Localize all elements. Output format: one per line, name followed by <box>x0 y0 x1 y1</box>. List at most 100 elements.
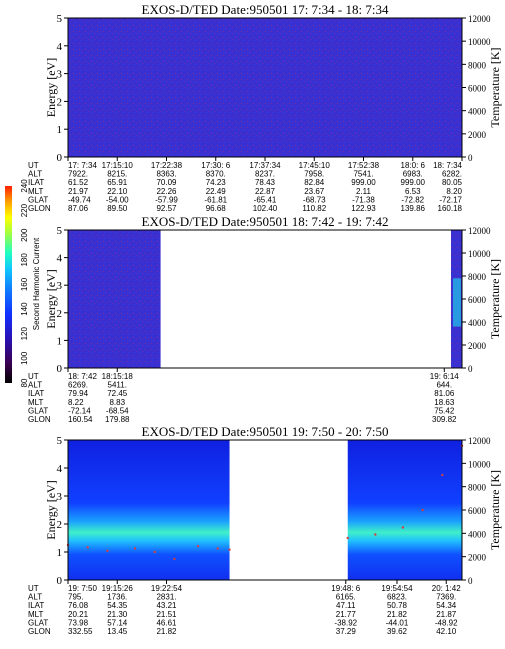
colorbar-tick-label: 240 <box>20 179 29 193</box>
y2-tick-label: 8000 <box>468 60 487 70</box>
ephem-value: 21.82 <box>387 610 408 619</box>
ephem-value: 122.93 <box>351 204 376 213</box>
panel-title: EXOS-D/TED Date:950501 18: 7:42 - 19: 7:… <box>142 214 389 229</box>
panel-2: EXOS-D/TED Date:950501 18: 7:42 - 19: 7:… <box>28 214 502 424</box>
ephem-row-label: UT <box>28 161 39 170</box>
ephem-value: -72.14 <box>68 406 91 415</box>
ephem-value: 17:22:38 <box>151 161 183 170</box>
ephem-value: 73.98 <box>68 618 89 627</box>
ephem-value: 23.67 <box>304 187 325 196</box>
y2-tick-label: 8000 <box>468 272 487 282</box>
y2-tick-label: 12000 <box>468 226 491 236</box>
y2-tick-label: 10000 <box>468 37 491 47</box>
y-tick-label: 4 <box>57 463 63 475</box>
ephem-value: 6165. <box>336 593 356 602</box>
y2-tick-label: 0 <box>468 364 473 374</box>
ephem-value: 89.50 <box>107 204 128 213</box>
ephem-value: -65.41 <box>254 195 277 204</box>
ephem-value: -72.17 <box>439 195 462 204</box>
ephem-value: 74.23 <box>206 178 227 187</box>
y-tick-label: 1 <box>57 124 63 136</box>
ephem-value: 19:48: 6 <box>331 584 360 593</box>
ephem-value: 19:22:54 <box>151 584 183 593</box>
temperature-point <box>106 549 109 553</box>
ephem-row-label: ILAT <box>28 601 44 610</box>
temperature-point <box>173 557 176 561</box>
ephem-value: 2831. <box>156 593 176 602</box>
temperature-point <box>374 533 377 536</box>
temperature-point <box>401 526 405 529</box>
y2-axis-label: Temperature [K] <box>488 470 502 550</box>
ephem-value: 54.35 <box>107 601 128 610</box>
spectrogram-segment <box>68 440 230 580</box>
ephem-value: -72.82 <box>401 195 424 204</box>
y2-tick-label: 10000 <box>468 249 491 259</box>
ephem-value: 46.61 <box>156 618 177 627</box>
ephem-value: 17:52:38 <box>348 161 380 170</box>
ephem-value: 21.30 <box>107 610 128 619</box>
ephem-value: 22.49 <box>206 187 227 196</box>
ephem-value: 18: 7:34 <box>433 161 462 170</box>
ephem-value: 2.11 <box>356 187 372 196</box>
ephem-row-label: GLAT <box>28 406 48 415</box>
ephem-row-label: GLON <box>28 627 51 636</box>
spectrogram-band <box>452 278 461 327</box>
ephem-value: 795. <box>68 593 84 602</box>
ephem-row-label: GLAT <box>28 195 48 204</box>
y2-tick-label: 8000 <box>468 483 487 493</box>
ephem-row-label: MLT <box>28 610 44 619</box>
ephem-value: 21.77 <box>336 610 357 619</box>
ephem-value: 54.34 <box>436 601 457 610</box>
ephem-value: 8237. <box>255 170 275 179</box>
ephem-row-label: UT <box>28 372 39 381</box>
ephem-value: 6269. <box>68 381 88 390</box>
y-tick-label: 3 <box>57 280 63 292</box>
ephem-value: 57.14 <box>107 618 128 627</box>
colorbar-tick-label: 200 <box>20 228 29 242</box>
ephem-value: -57.99 <box>155 195 178 204</box>
ephem-value: 37.29 <box>336 627 357 636</box>
temperature-point <box>346 536 349 540</box>
ephem-value: -44.01 <box>386 618 409 627</box>
ephem-row-label: GLON <box>28 415 51 424</box>
ephem-value: 17:45:10 <box>299 161 331 170</box>
y2-tick-label: 6000 <box>468 84 487 94</box>
y-tick-label: 3 <box>57 69 63 81</box>
ephem-value: 6.53 <box>405 187 421 196</box>
ephem-value: 47.11 <box>336 601 356 610</box>
temperature-point <box>153 550 156 554</box>
y2-axis-label: Temperature [K] <box>488 47 502 127</box>
ephem-row-label: ALT <box>28 170 42 179</box>
y-tick-label: 2 <box>57 519 63 531</box>
temperature-point <box>216 547 219 550</box>
ephem-value: 179.88 <box>105 415 130 424</box>
ephem-value: 102.40 <box>253 204 278 213</box>
ephem-row-label: UT <box>28 584 39 593</box>
ephem-value: 19:54:54 <box>381 584 413 593</box>
colorbar-tick-label: 140 <box>20 302 29 316</box>
y-tick-label: 5 <box>57 13 63 25</box>
ephem-value: 82.84 <box>304 178 325 187</box>
ephem-value: 50.78 <box>387 601 408 610</box>
ephem-value: 18.63 <box>434 398 455 407</box>
ephem-value: 70.09 <box>156 178 177 187</box>
ephem-value: 17: 7:34 <box>68 161 97 170</box>
ephem-value: 160.18 <box>438 204 463 213</box>
ephem-value: 110.82 <box>302 204 326 213</box>
ephem-value: 43.21 <box>156 601 177 610</box>
ephem-value: -49.74 <box>68 195 91 204</box>
y2-tick-label: 0 <box>468 576 473 586</box>
ephem-value: 8370. <box>206 170 226 179</box>
ephem-value: 6823. <box>387 593 407 602</box>
y-tick-label: 5 <box>57 225 63 237</box>
ephem-value: 309.82 <box>432 415 457 424</box>
y-tick-label: 4 <box>57 41 63 53</box>
y2-tick-label: 6000 <box>468 506 487 516</box>
y2-axis-label: Temperature [K] <box>488 259 502 339</box>
ephem-value: 18: 7:42 <box>68 372 97 381</box>
ephem-value: -68.54 <box>106 406 129 415</box>
ephem-value: 644. <box>436 381 452 390</box>
ephem-value: 139.86 <box>401 204 426 213</box>
ephem-value: 81.06 <box>434 389 455 398</box>
